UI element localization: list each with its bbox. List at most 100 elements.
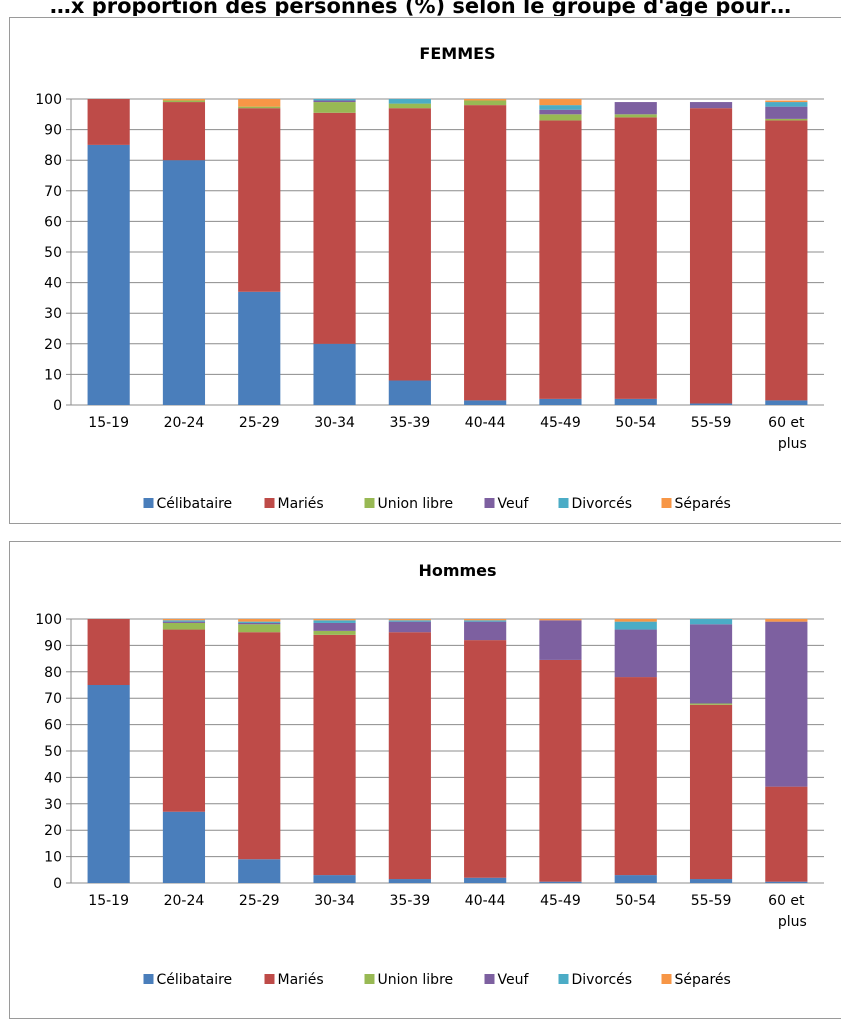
bar-veuf-20-24 — [162, 621, 206, 623]
y-tick-label: 80 — [44, 153, 62, 169]
bar-celibataire-20-24 — [162, 160, 206, 405]
bar-separes-50-54 — [614, 619, 657, 622]
bar-maries-40-44 — [464, 640, 507, 878]
x-tick-label: 30-34 — [314, 893, 355, 909]
hommes-chart-panel: Hommes 0 10 20 30 40 50 60 70 80 90 100 15-19 20-24 25… — [9, 541, 841, 1019]
bar-divorces-25-29 — [238, 621, 281, 623]
x-tick-label: 30-34 — [314, 415, 355, 431]
x-tick-label: 35-39 — [390, 415, 431, 431]
bar-union-libre-60-et-plus — [765, 118, 808, 121]
x-tick-label: 25-29 — [239, 415, 280, 431]
y-tick-label: 10 — [44, 367, 62, 383]
bar-union-libre-25-29 — [238, 106, 281, 109]
x-tick-label: 40-44 — [465, 893, 506, 909]
bar-veuf-25-29 — [238, 622, 281, 625]
bar-separes-20-24 — [162, 619, 206, 621]
legend-swatch-celibataire — [143, 974, 154, 984]
bar-maries-60-et-plus — [765, 120, 808, 401]
legend-swatch-separes — [661, 974, 672, 984]
bar-divorces-40-44 — [464, 620, 507, 622]
bar-celibataire-20-24 — [162, 811, 206, 883]
bar-divorces-60-et-plus — [765, 102, 808, 107]
bar-union-libre-20-24 — [162, 100, 206, 103]
y-tick-label: 60 — [44, 214, 62, 230]
legend-swatch-union-libre — [364, 974, 375, 984]
bar-union-libre-25-29 — [238, 624, 281, 633]
bar-veuf-35-39 — [388, 621, 431, 633]
y-tick-label: 100 — [35, 92, 62, 108]
bar-union-libre-30-34 — [313, 102, 356, 113]
bar-maries-25-29 — [238, 108, 281, 292]
bar-celibataire-55-59 — [689, 879, 733, 883]
legend-label-separes: Séparés — [675, 972, 731, 988]
y-tick-label: 30 — [44, 306, 62, 322]
bar-divorces-30-34 — [313, 99, 356, 101]
bar-veuf-45-49 — [539, 620, 582, 660]
legend-swatch-maries — [264, 498, 275, 508]
x-tick-label: 35-39 — [390, 893, 431, 909]
bar-union-libre-45-49 — [539, 114, 582, 121]
bar-separes-45-49 — [539, 619, 582, 621]
y-tick-label: 20 — [44, 337, 62, 353]
bar-celibataire-40-44 — [464, 877, 507, 883]
x-tick-label: 50-54 — [615, 415, 656, 431]
chart-title: Hommes — [418, 561, 496, 580]
bar-maries-35-39 — [388, 108, 431, 381]
legend-label-maries: Mariés — [278, 972, 324, 988]
bar-union-libre-20-24 — [162, 622, 206, 630]
bar-veuf-30-34 — [313, 100, 356, 103]
legend-label-separes: Séparés — [675, 496, 731, 512]
bar-maries-20-24 — [162, 102, 206, 161]
bar-maries-30-34 — [313, 634, 356, 876]
legend-label-union-libre: Union libre — [378, 972, 454, 988]
femmes-chart: FEMMES 0 10 20 30 40 50 60 70 80 90 100 15-19 20-24 25… — [35, 44, 824, 512]
bar-celibataire-50-54 — [614, 398, 657, 405]
bar-veuf-40-44 — [464, 621, 507, 641]
y-tick-label: 50 — [44, 744, 62, 760]
bar-celibataire-25-29 — [238, 291, 281, 405]
bar-celibataire-40-44 — [464, 400, 507, 405]
bar-maries-45-49 — [539, 659, 582, 882]
bar-veuf-55-59 — [689, 624, 733, 704]
x-tick-label: 20-24 — [164, 893, 205, 909]
bar-divorces-35-39 — [388, 99, 431, 104]
bar-maries-15-19 — [87, 619, 130, 685]
bar-maries-45-49 — [539, 120, 582, 399]
x-tick-label: 60 et plus — [768, 415, 807, 452]
bar-veuf-60-et-plus — [765, 106, 808, 119]
bar-celibataire-55-59 — [689, 403, 733, 405]
legend-label-maries: Mariés — [278, 496, 324, 512]
y-tick-label: 20 — [44, 823, 62, 839]
bar-celibataire-25-29 — [238, 859, 281, 883]
legend-swatch-veuf — [484, 498, 495, 508]
x-tick-label: 45-49 — [540, 415, 581, 431]
y-tick-label: 40 — [44, 276, 62, 292]
bar-union-libre-30-34 — [313, 630, 356, 635]
bar-veuf-50-54 — [614, 102, 657, 115]
x-tick-label: 55-59 — [691, 415, 732, 431]
bar-maries-55-59 — [689, 108, 733, 404]
x-tick-label: 15-19 — [88, 893, 129, 909]
bar-celibataire-45-49 — [539, 881, 582, 883]
x-tick-label: 20-24 — [164, 415, 205, 431]
bar-divorces-45-49 — [539, 105, 582, 110]
bar-union-libre-50-54 — [614, 114, 657, 118]
legend-swatch-maries — [264, 974, 275, 984]
bar-celibataire-35-39 — [388, 879, 431, 883]
bar-veuf-45-49 — [539, 109, 582, 115]
bar-separes-60-et-plus — [765, 619, 808, 622]
legend-swatch-divorces — [558, 974, 569, 984]
bar-maries-55-59 — [689, 704, 733, 880]
bar-separes-20-24 — [162, 99, 206, 101]
y-tick-label: 70 — [44, 691, 62, 707]
legend-swatch-union-libre — [364, 498, 375, 508]
y-tick-label: 80 — [44, 665, 62, 681]
y-tick-label: 10 — [44, 850, 62, 866]
legend-label-divorces: Divorcés — [572, 972, 633, 988]
legend-label-veuf: Veuf — [498, 496, 530, 512]
legend-swatch-celibataire — [143, 498, 154, 508]
bar-divorces-50-54 — [614, 621, 657, 630]
bar-divorces-35-39 — [388, 620, 431, 622]
x-tick-label: 50-54 — [615, 893, 656, 909]
legend-label-union-libre: Union libre — [378, 496, 454, 512]
